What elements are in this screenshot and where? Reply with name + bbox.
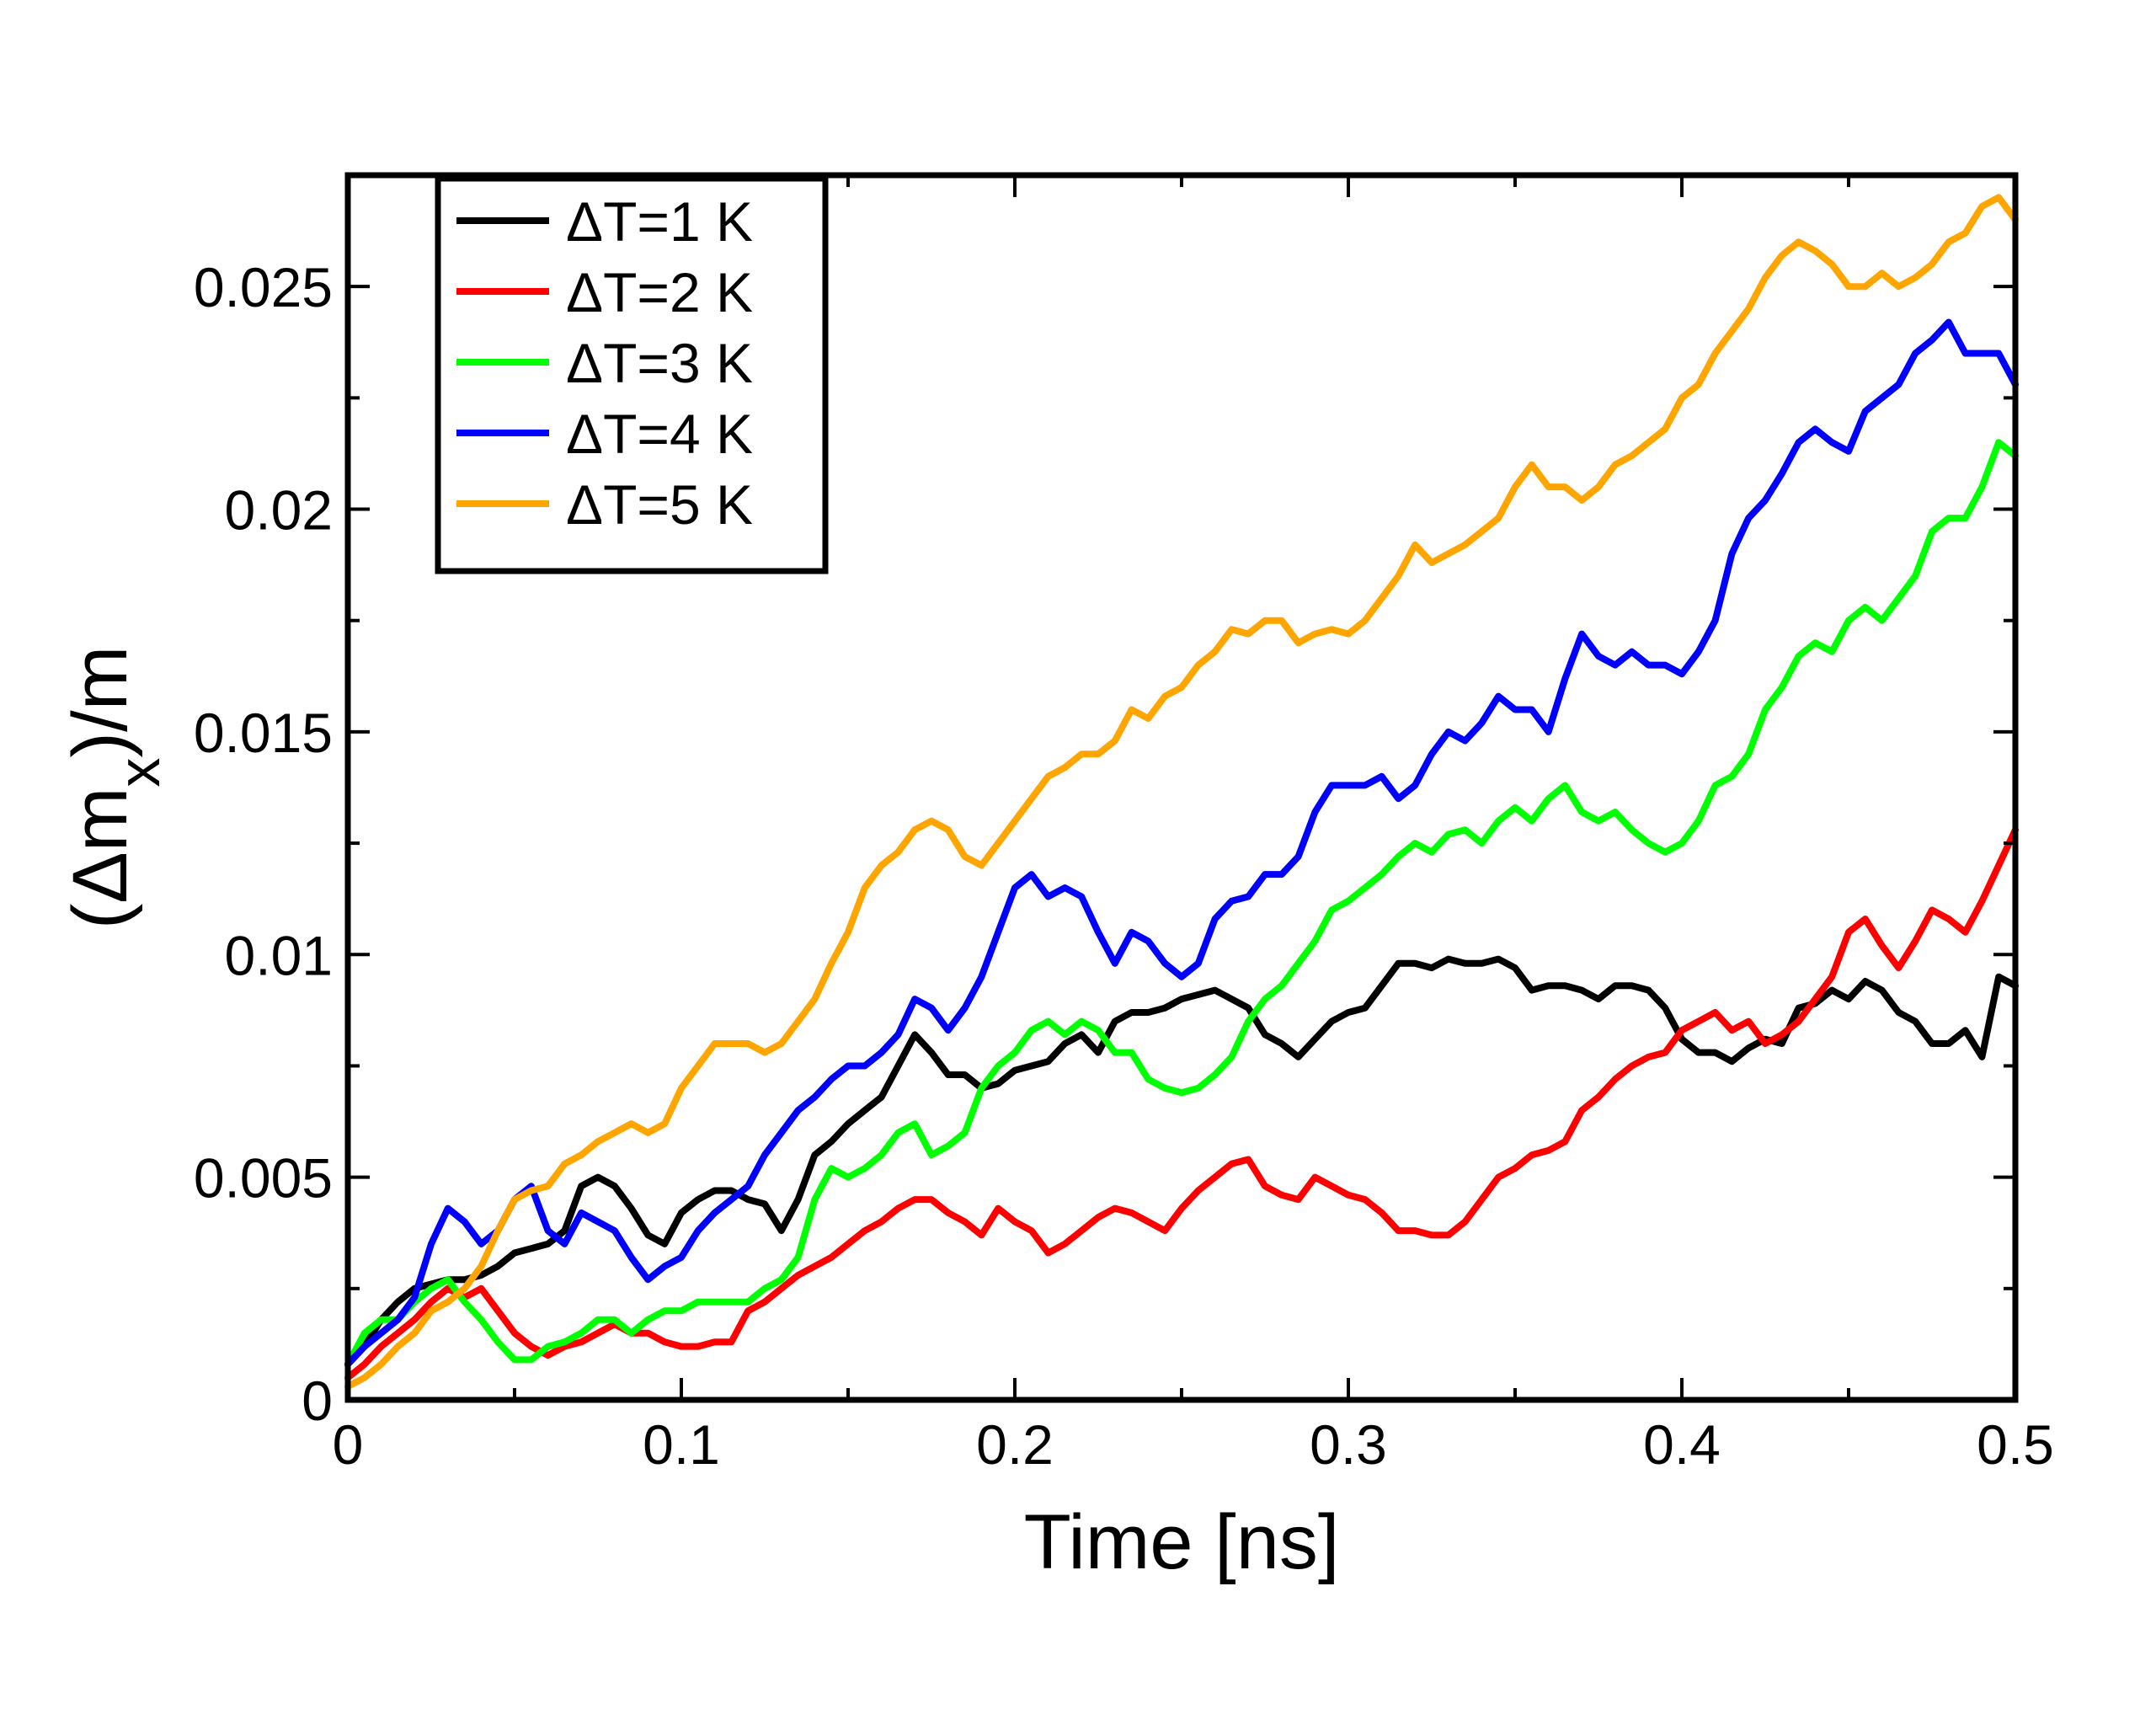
legend-items: ΔT=1 K ΔT=2 K ΔT=3 K ΔT=4 K ΔT=5 K [456,190,753,536]
x-axis-title: Time [ns] [1024,1499,1340,1585]
legend-label: ΔT=3 K [566,332,753,394]
legend-label: ΔT=4 K [566,403,753,465]
y-tick-label: 0 [302,1370,333,1432]
series-line-5 [344,194,2019,1391]
plot-frame [344,172,2019,1403]
legend-item: ΔT=2 K [456,261,753,323]
legend-item: ΔT=3 K [456,332,753,394]
series-line-3 [344,439,2019,1368]
y-tick-label: 0.025 [194,256,333,318]
y-tick-label: 0.005 [194,1147,333,1210]
y-axis-title-main: (Δm [57,788,143,930]
x-tick-label: 0.2 [976,1413,1054,1476]
x-tick-label: 0.5 [1977,1413,2054,1476]
y-axis-title-tail: )/m [57,646,143,758]
series-line-4 [344,318,2019,1368]
x-tick-label: 0.3 [1310,1413,1387,1476]
y-axis-title: (Δmx)/m [57,646,172,930]
legend-label: ΔT=5 K [566,473,753,536]
legend: ΔT=1 K ΔT=2 K ΔT=3 K ΔT=4 K ΔT=5 K [435,175,829,574]
y-tick-label: 0.015 [194,702,333,764]
legend-label: ΔT=2 K [566,261,753,323]
x-tick-label: 0 [333,1413,364,1476]
x-tick-label: 0.4 [1643,1413,1721,1476]
tick-label-layer: 0 0.1 0.2 0.3 0.4 0.5 0 0.005 0.01 0.015 0.02 0.025 [194,256,2054,1476]
y-tick-label: 0.01 [225,924,333,986]
legend-item: ΔT=1 K [456,190,753,253]
series-layer [344,194,2019,1391]
legend-item: ΔT=5 K [456,473,753,536]
x-tick-label: 0.1 [643,1413,720,1476]
legend-label: ΔT=1 K [566,190,753,253]
legend-item: ΔT=4 K [456,403,753,465]
y-tick-label: 0.02 [225,479,333,542]
series-line-1 [344,955,2019,1368]
y-axis-title-subscript: x [106,758,172,788]
